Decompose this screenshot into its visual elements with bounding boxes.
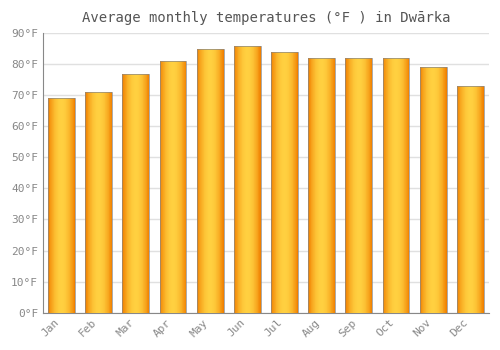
Bar: [197, 49, 224, 313]
Bar: [382, 58, 409, 313]
Bar: [86, 92, 112, 313]
Bar: [308, 58, 335, 313]
Bar: [457, 86, 483, 313]
Bar: [420, 67, 446, 313]
Bar: [271, 52, 298, 313]
Bar: [234, 46, 260, 313]
Bar: [48, 98, 75, 313]
Bar: [160, 61, 186, 313]
Bar: [122, 74, 149, 313]
Title: Average monthly temperatures (°F ) in Dwārka: Average monthly temperatures (°F ) in Dw…: [82, 11, 450, 25]
Bar: [346, 58, 372, 313]
